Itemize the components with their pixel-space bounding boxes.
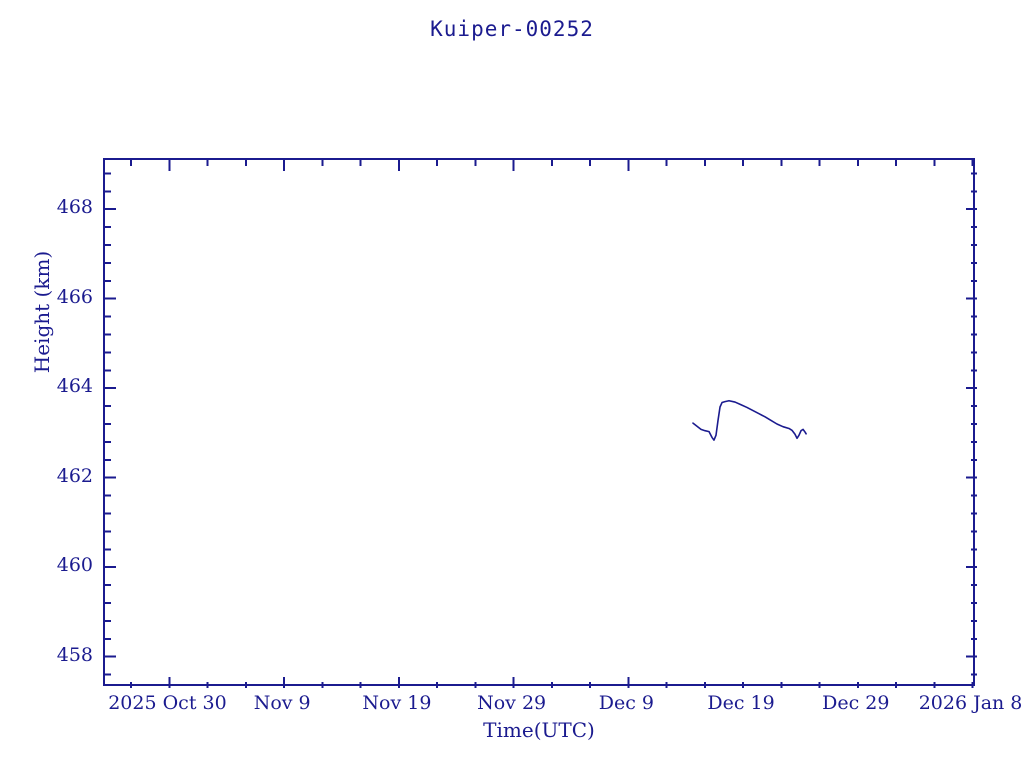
y-tick-label: 460 [56, 554, 93, 577]
y-tick-label: 458 [56, 643, 93, 666]
x-axis-label: Time(UTC) [483, 718, 595, 742]
x-tick-label: Dec 9 [598, 692, 654, 714]
x-tick-label: 2025 Oct 30 [108, 692, 227, 714]
x-tick-label: Nov 19 [362, 692, 432, 714]
x-tick-label: Dec 19 [707, 692, 775, 714]
x-tick-label: Nov 9 [253, 692, 311, 714]
y-tick-label: 468 [56, 196, 93, 219]
x-tick-label: Nov 29 [477, 692, 547, 714]
chart-title: Kuiper-00252 [430, 17, 594, 41]
series-line [692, 399, 807, 441]
axis-ticks [105, 160, 977, 688]
y-tick-label: 464 [56, 375, 93, 398]
data-series-height [692, 399, 807, 441]
x-tick-label: 2026 Jan 8 [918, 692, 1023, 714]
plot-area [103, 158, 977, 688]
y-tick-label: 462 [56, 464, 93, 487]
x-tick-label: Dec 29 [822, 692, 890, 714]
y-tick-label: 466 [56, 285, 93, 308]
